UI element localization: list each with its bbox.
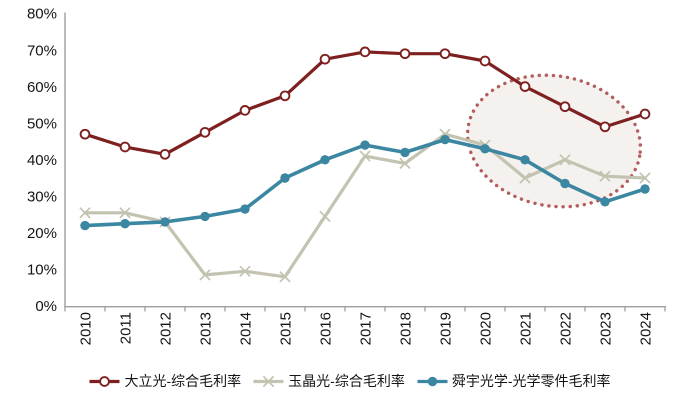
chart-legend: 大立光-综合毛利率 玉晶光-综合毛利率 舜宇光学-光学零件毛利率 (0, 371, 700, 391)
legend-label: 玉晶光-综合毛利率 (288, 373, 405, 389)
legend-item-sunny: 舜宇光学-光学零件毛利率 (417, 371, 611, 391)
x-tick-label: 2018 (398, 312, 415, 345)
open-circle-legend-marker-icon (89, 375, 120, 387)
series-sunny-markers (80, 134, 650, 231)
axes (64, 12, 666, 312)
legend-item-largan: 大立光-综合毛利率 (89, 371, 241, 391)
x-tick-label: 2012 (158, 312, 175, 345)
y-tick-label: 30% (27, 189, 57, 206)
x-tick-label: 2020 (478, 312, 495, 345)
y-tick-label: 40% (27, 152, 57, 169)
x-tick-label: 2011 (118, 312, 135, 344)
y-tick-label: 20% (27, 225, 57, 242)
x-tick-label: 2014 (238, 312, 255, 345)
y-tick-label: 0% (35, 298, 57, 315)
x-tick-label: 2023 (598, 312, 615, 345)
legend-label: 舜宇光学-光学零件毛利率 (451, 373, 611, 389)
x-tick-label: 2024 (638, 312, 655, 345)
x-axis-labels: 2010 2011 2012 2013 2014 2015 2016 2017 2018 2019… (78, 312, 655, 345)
y-tick-label: 70% (27, 42, 57, 59)
x-tick-label: 2013 (198, 312, 215, 345)
legend-item-genius: 玉晶光-综合毛利率 (253, 371, 405, 391)
series-largan-markers (79, 46, 651, 160)
x-tick-label: 2022 (558, 312, 575, 345)
series-genius (79, 128, 651, 283)
y-tick-label: 80% (27, 6, 57, 23)
y-tick-label: 10% (27, 262, 57, 279)
x-tick-label: 2017 (358, 312, 375, 345)
y-tick-label: 60% (27, 79, 57, 96)
y-tick-label: 50% (27, 115, 57, 132)
x-tick-label: 2015 (278, 312, 295, 345)
x-tick-label: 2021 (518, 312, 535, 345)
y-axis-labels: 0% 10% 20% 30% 40% 50% 60% 70% 80% (27, 6, 57, 316)
x-legend-marker-icon (253, 375, 284, 387)
legend-label: 大立光-综合毛利率 (124, 373, 242, 389)
x-tick-label: 2019 (438, 312, 455, 345)
x-tick-label: 2016 (318, 312, 335, 345)
series-sunny (80, 134, 650, 231)
filled-circle-legend-marker-icon (417, 376, 448, 386)
series-largan (79, 46, 651, 160)
x-tick-label: 2010 (78, 312, 95, 345)
series-genius-markers (79, 128, 651, 283)
